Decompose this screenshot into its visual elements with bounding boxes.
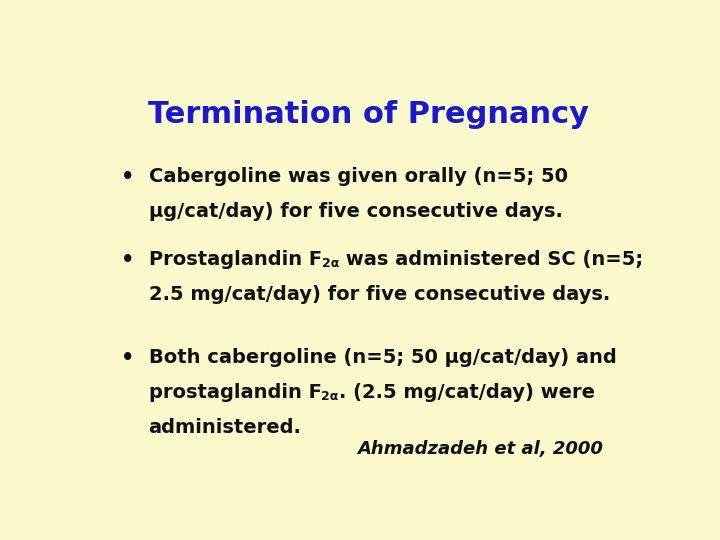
Text: Cabergoline was given orally (n=5; 50: Cabergoline was given orally (n=5; 50 bbox=[148, 167, 567, 186]
Text: •: • bbox=[121, 167, 134, 187]
Text: . (2.5 mg/cat/day) were: . (2.5 mg/cat/day) were bbox=[339, 383, 595, 402]
Text: 2α: 2α bbox=[322, 258, 339, 271]
Text: prostaglandin F: prostaglandin F bbox=[148, 383, 321, 402]
Text: µg/cat/day) for five consecutive days.: µg/cat/day) for five consecutive days. bbox=[148, 202, 562, 221]
Text: Termination of Pregnancy: Termination of Pregnancy bbox=[148, 100, 590, 129]
Text: Prostaglandin F: Prostaglandin F bbox=[148, 250, 322, 269]
Text: administered.: administered. bbox=[148, 418, 302, 437]
Text: was administered SC (n=5;: was administered SC (n=5; bbox=[339, 250, 643, 269]
Text: •: • bbox=[121, 250, 134, 270]
Text: 2.5 mg/cat/day) for five consecutive days.: 2.5 mg/cat/day) for five consecutive day… bbox=[148, 285, 610, 304]
Text: Ahmadzadeh et al, 2000: Ahmadzadeh et al, 2000 bbox=[358, 440, 603, 458]
Text: 2α: 2α bbox=[321, 390, 339, 403]
Text: Both cabergoline (n=5; 50 µg/cat/day) and: Both cabergoline (n=5; 50 µg/cat/day) an… bbox=[148, 348, 616, 367]
Text: •: • bbox=[121, 348, 134, 368]
